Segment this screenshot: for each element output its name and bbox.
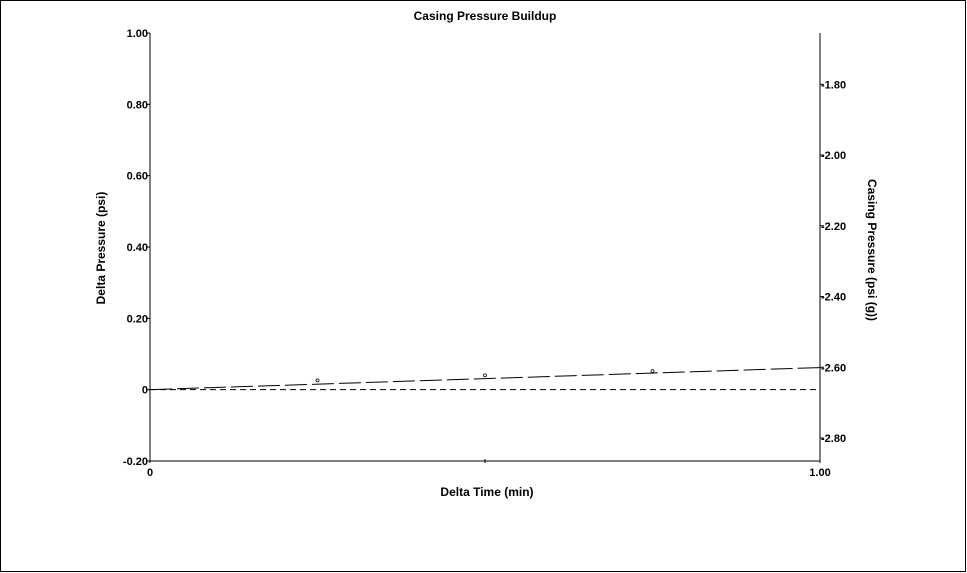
- y2-tick-label: -2.80: [821, 433, 846, 445]
- chart-title: Casing Pressure Buildup: [414, 9, 557, 23]
- y2-tick-label: -2.00: [821, 150, 846, 162]
- x-tick-label: 1.00: [809, 467, 830, 479]
- y2-tick-label: -2.60: [821, 362, 846, 374]
- y-axis-label: Delta Pressure (psi): [94, 192, 108, 305]
- data-point: [650, 369, 655, 374]
- y-tick-label: -0.20: [123, 456, 148, 468]
- y2-axis-label: Casing Pressure (psi (g)): [865, 179, 879, 321]
- y2-tick-label: -2.20: [821, 221, 846, 233]
- x-axis-label: Delta Time (min): [440, 485, 533, 499]
- y2-tick-label: -2.40: [821, 292, 846, 304]
- data-point: [483, 373, 487, 378]
- data-point: [315, 378, 320, 383]
- trend-line: [149, 367, 821, 391]
- y-tick-label: 1.00: [127, 28, 148, 40]
- y-tick-label: 0.20: [127, 313, 148, 325]
- y-tick-label: 0: [142, 385, 148, 397]
- y-tick-label: 0.80: [127, 99, 148, 111]
- y-tick-label: 0.60: [127, 171, 148, 183]
- y2-tick-label: -1.80: [821, 79, 846, 91]
- x-tick-label: 0: [147, 467, 153, 479]
- y-tick-label: 0.40: [127, 242, 148, 254]
